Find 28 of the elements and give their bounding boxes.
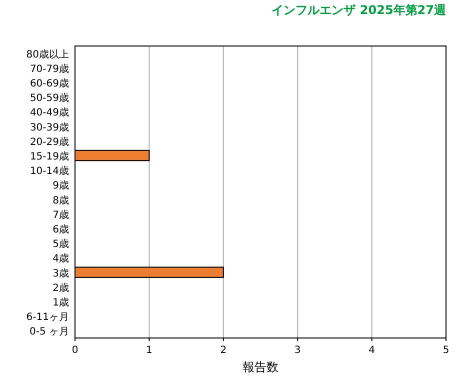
x-tick-label: 3 [294, 345, 301, 356]
x-tick-label: 0 [72, 345, 78, 356]
y-tick-label: 30-39歳 [30, 121, 69, 134]
y-tick-label: 6歳 [52, 224, 69, 236]
y-tick-label: 20-29歳 [30, 136, 69, 148]
y-tick-label: 2歳 [52, 282, 69, 294]
y-tick-label: 8歳 [52, 194, 69, 206]
y-tick-label: 40-49歳 [30, 106, 69, 119]
y-tick-label: 6-11ヶ月 [26, 312, 69, 324]
x-tick-label: 4 [368, 345, 375, 356]
y-tick-label: 1歳 [52, 296, 69, 308]
y-tick-label: 7歳 [52, 208, 69, 221]
y-tick-label: 80歳以上 [26, 48, 69, 60]
x-tick-label: 5 [442, 345, 450, 356]
y-tick-label: 15-19歳 [30, 150, 69, 162]
y-tick-label: 70-79歳 [30, 62, 69, 75]
x-tick-label: 2 [220, 345, 227, 356]
y-tick-label: 5歳 [52, 238, 69, 250]
y-tick-label: 3歳 [52, 267, 69, 280]
y-tick-label: 9歳 [52, 180, 69, 192]
y-tick-label: 60-69歳 [30, 78, 69, 90]
y-tick-label: 4歳 [52, 252, 69, 265]
y-tick-label: 50-59歳 [30, 92, 69, 104]
x-tick-label: 1 [146, 345, 152, 356]
chart-title: インフルエンザ 2025年第27週 [272, 3, 447, 17]
y-tick-label: 0-5 ヶ月 [29, 326, 69, 338]
y-tick-label: 10-14歳 [30, 165, 69, 178]
x-axis-title: 報告数 [242, 360, 278, 374]
